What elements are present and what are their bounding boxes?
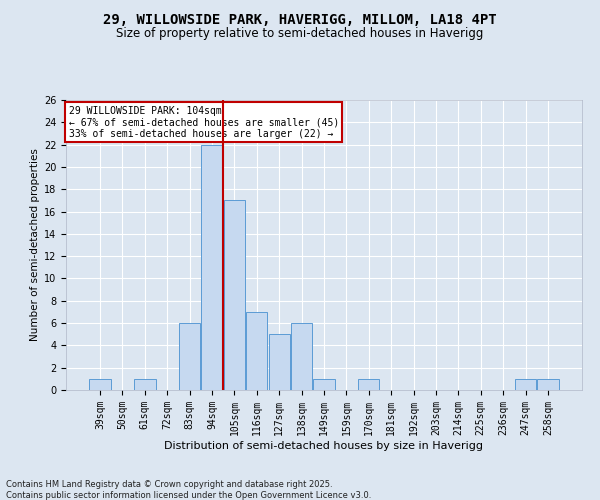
Bar: [537, 379, 559, 390]
Bar: [179, 323, 200, 390]
Bar: [313, 379, 335, 390]
Bar: [134, 379, 155, 390]
Text: Size of property relative to semi-detached houses in Haverigg: Size of property relative to semi-detach…: [116, 28, 484, 40]
Bar: [202, 144, 223, 390]
X-axis label: Distribution of semi-detached houses by size in Haverigg: Distribution of semi-detached houses by …: [164, 440, 484, 450]
Bar: [269, 334, 290, 390]
Bar: [224, 200, 245, 390]
Bar: [515, 379, 536, 390]
Y-axis label: Number of semi-detached properties: Number of semi-detached properties: [29, 148, 40, 342]
Bar: [246, 312, 268, 390]
Text: 29, WILLOWSIDE PARK, HAVERIGG, MILLOM, LA18 4PT: 29, WILLOWSIDE PARK, HAVERIGG, MILLOM, L…: [103, 12, 497, 26]
Text: Contains HM Land Registry data © Crown copyright and database right 2025.
Contai: Contains HM Land Registry data © Crown c…: [6, 480, 371, 500]
Bar: [89, 379, 111, 390]
Bar: [358, 379, 379, 390]
Bar: [291, 323, 312, 390]
Text: 29 WILLOWSIDE PARK: 104sqm
← 67% of semi-detached houses are smaller (45)
33% of: 29 WILLOWSIDE PARK: 104sqm ← 67% of semi…: [68, 106, 339, 139]
